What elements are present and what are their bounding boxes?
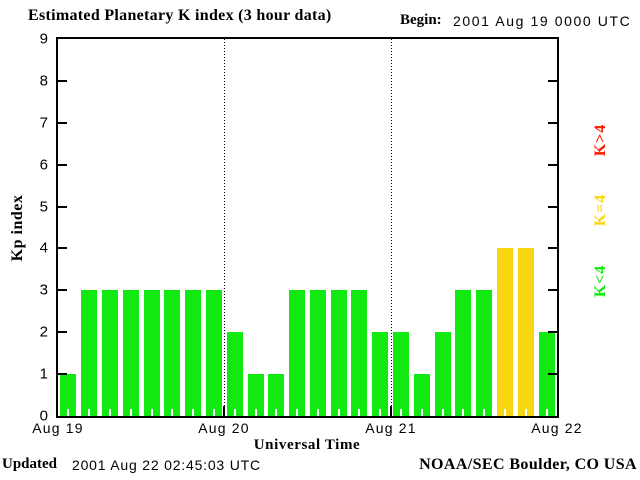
- kp-bar: [206, 290, 222, 416]
- kp-bar: [310, 290, 326, 416]
- plot-area: [56, 37, 559, 418]
- x-minor-tick: [192, 409, 194, 416]
- kp-bar: [455, 290, 471, 416]
- kp-bar: [539, 332, 555, 416]
- x-tick-label: Aug 22: [531, 420, 583, 436]
- begin-label: Begin:: [400, 12, 442, 28]
- y-tick-label: 7: [39, 114, 48, 132]
- x-minor-tick: [462, 409, 464, 416]
- x-minor-tick: [275, 409, 277, 416]
- legend-item: K>4: [592, 123, 609, 157]
- x-minor-tick: [296, 409, 298, 416]
- y-tick-label: 2: [39, 323, 48, 341]
- y-tick-left: [58, 289, 67, 291]
- y-tick-label: 0: [39, 407, 48, 425]
- x-minor-tick: [234, 409, 236, 416]
- x-minor-tick: [421, 409, 423, 416]
- x-axis-title: Universal Time: [253, 437, 361, 453]
- y-tick-label: 8: [39, 72, 48, 90]
- y-tick-left: [58, 206, 67, 208]
- kp-bar: [185, 290, 201, 416]
- y-tick-label: 9: [39, 30, 48, 48]
- y-tick-label: 4: [39, 239, 48, 257]
- kp-bar: [164, 290, 180, 416]
- day-boundary-gridline: [224, 39, 225, 416]
- kp-bar: [144, 290, 160, 416]
- x-minor-tick: [151, 409, 153, 416]
- credit-text: NOAA/SEC Boulder, CO USA: [419, 456, 637, 473]
- y-tick-left: [58, 122, 67, 124]
- y-tick-label: 1: [39, 365, 48, 383]
- x-minor-tick: [504, 409, 506, 416]
- begin-value: 2001 Aug 19 0000 UTC: [453, 13, 632, 29]
- kp-bar: [248, 374, 264, 416]
- kp-bar: [123, 290, 139, 416]
- kp-bar: [351, 290, 367, 416]
- y-tick-left: [58, 80, 67, 82]
- plot-inner: [58, 39, 557, 416]
- kp-bar: [102, 290, 118, 416]
- x-major-tick: [390, 406, 392, 416]
- kp-bar: [227, 332, 243, 416]
- kp-bar: [414, 374, 430, 416]
- updated-label: Updated: [2, 456, 58, 472]
- x-minor-tick: [338, 409, 340, 416]
- x-minor-tick: [379, 409, 381, 416]
- kp-bar: [81, 290, 97, 416]
- x-minor-tick: [442, 409, 444, 416]
- x-minor-tick: [546, 409, 548, 416]
- legend-item: K=4: [592, 193, 609, 227]
- x-minor-tick: [130, 409, 132, 416]
- x-minor-tick: [255, 409, 257, 416]
- y-tick-right: [548, 206, 557, 208]
- y-tick-label: 6: [39, 156, 48, 174]
- kp-bar: [289, 290, 305, 416]
- kp-bar: [268, 374, 284, 416]
- kp-bar: [331, 290, 347, 416]
- kp-bar: [60, 374, 76, 416]
- x-minor-tick: [483, 409, 485, 416]
- x-major-tick: [223, 406, 225, 416]
- updated-timestamp: 2001 Aug 22 02:45:03 UTC: [72, 457, 261, 473]
- kp-bar: [435, 332, 451, 416]
- y-tick-label: 5: [39, 198, 48, 216]
- y-tick-right: [548, 289, 557, 291]
- y-tick-left: [58, 373, 67, 375]
- kp-bar: [372, 332, 388, 416]
- x-minor-tick: [358, 409, 360, 416]
- y-tick-left: [58, 247, 67, 249]
- kp-bar: [497, 248, 513, 416]
- x-minor-tick: [88, 409, 90, 416]
- y-tick-right: [548, 331, 557, 333]
- y-tick-right: [548, 373, 557, 375]
- x-tick-label: Aug 21: [365, 420, 417, 436]
- x-minor-tick: [525, 409, 527, 416]
- y-tick-left: [58, 331, 67, 333]
- y-tick-right: [548, 164, 557, 166]
- x-minor-tick: [317, 409, 319, 416]
- chart-title: Estimated Planetary K index (3 hour data…: [28, 7, 332, 24]
- y-tick-right: [548, 122, 557, 124]
- x-minor-tick: [400, 409, 402, 416]
- y-tick-label: 3: [39, 281, 48, 299]
- y-tick-right: [548, 80, 557, 82]
- y-tick-right: [548, 247, 557, 249]
- y-tick-left: [58, 164, 67, 166]
- legend-item: K<4: [592, 264, 609, 298]
- x-minor-tick: [213, 409, 215, 416]
- kp-bar: [476, 290, 492, 416]
- x-minor-tick: [171, 409, 173, 416]
- kp-bar: [393, 332, 409, 416]
- kp-bar: [518, 248, 534, 416]
- x-tick-label: Aug 19: [32, 420, 84, 436]
- x-tick-label: Aug 20: [198, 420, 250, 436]
- x-minor-tick: [109, 409, 111, 416]
- day-boundary-gridline: [391, 39, 392, 416]
- x-minor-tick: [67, 409, 69, 416]
